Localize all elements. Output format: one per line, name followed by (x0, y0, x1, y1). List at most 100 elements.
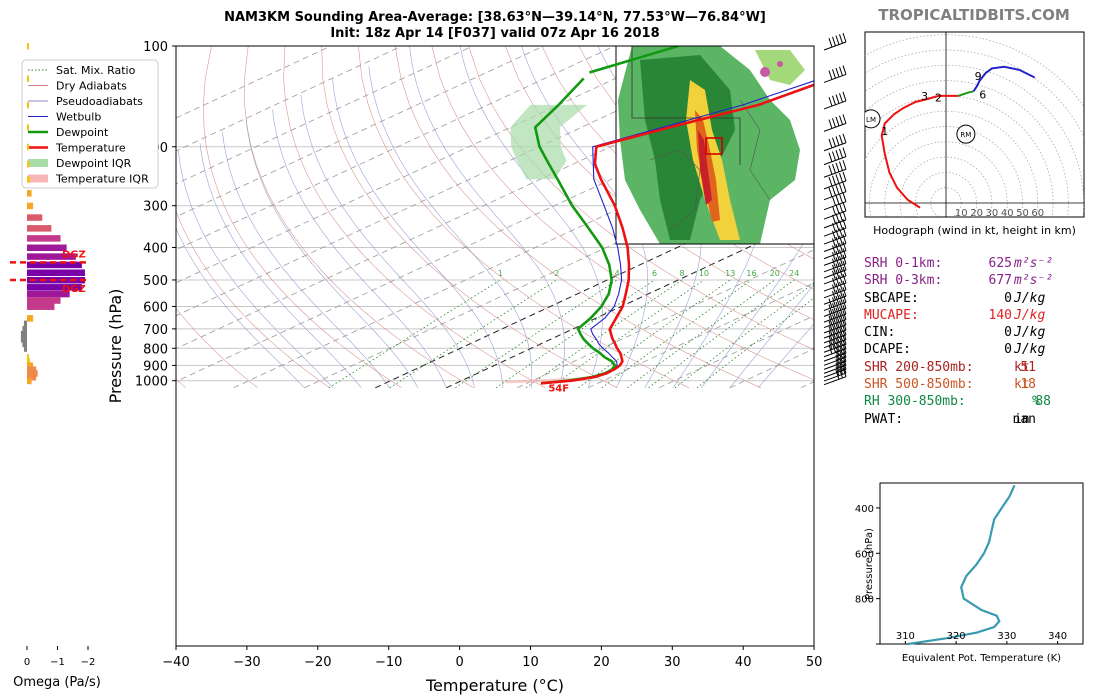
chart-subtitle: Init: 18z Apr 14 [F037] valid 07z Apr 16… (330, 26, 659, 41)
legend-label: Sat. Mix. Ratio (56, 64, 136, 77)
mixing-ratio-line (495, 279, 655, 389)
wind-barb-flag (842, 160, 847, 170)
temperature-tick-label: 20 (593, 655, 610, 670)
wind-barb-flag (842, 287, 847, 297)
wind-barb-flag (835, 362, 840, 373)
wind-barb-flag (832, 214, 836, 224)
index-value: 88 (1035, 394, 1051, 410)
wind-barbs (823, 32, 847, 386)
wind-barb-flag (842, 234, 847, 244)
skewt-profiles: 54F (533, 46, 814, 394)
pseudoadiabat (459, 46, 603, 388)
skewt-frame (175, 45, 815, 647)
legend-swatch (28, 174, 48, 183)
index-label: SHR 500-850mb: (864, 377, 974, 393)
omega-tick-label: 0 (24, 657, 30, 668)
wind-barb-flag (842, 147, 847, 157)
wind-barb-flag (842, 348, 847, 358)
index-unit: in (1014, 411, 1030, 427)
storm-motion-label: LM (866, 116, 876, 124)
wind-barb-flag (832, 314, 836, 324)
wind-barb-flag (839, 66, 843, 76)
wind-barb-flag (832, 36, 836, 47)
pseudoadiabat (199, 143, 362, 388)
pseudoadiabat (729, 284, 814, 388)
wind-barb-flag (828, 38, 833, 48)
mixing-ratio-label: 10 (699, 269, 709, 278)
index-value: nan (1012, 411, 1036, 427)
mixing-ratio-line (525, 279, 683, 389)
theta-e-y-label: Pressure (hPa) (864, 528, 875, 600)
index-value: 51 (1020, 359, 1036, 375)
index-row: SBCAPE: 0 J/kg (864, 291, 1084, 308)
wind-barb-flag (832, 205, 836, 216)
index-unit: m²s⁻² (1014, 273, 1054, 289)
wind-barb-flag (842, 226, 847, 237)
index-label: PWAT: (864, 411, 904, 427)
wind-barb-flag (828, 152, 833, 162)
wind-barb-flag (842, 133, 847, 143)
omega-bar (27, 284, 82, 291)
temperature-tick-label: 0 (455, 655, 463, 670)
wind-barb-flag (839, 357, 843, 367)
wind-barb-flag (832, 175, 836, 185)
wind-barb-flag (842, 363, 847, 374)
omega-panel: DGZ DGZ 0 −1 −2 Omega (Pa/s) (10, 43, 101, 690)
wind-barb-flag (839, 161, 843, 171)
temperature-tick-label: 40 (735, 655, 752, 670)
wind-barb-flag (832, 151, 836, 161)
wind-barb-flag (842, 343, 847, 354)
wind-barb-flag (832, 277, 836, 288)
wind-barb-flag (835, 213, 840, 223)
theta-e-x-tick-label: 320 (947, 631, 966, 642)
wind-barb-flag (835, 350, 840, 361)
wind-barb-flag (835, 313, 840, 323)
omega-bar (27, 143, 29, 151)
wind-barb-flag (832, 319, 836, 329)
theta-e-y-tick-label: 400 (855, 504, 874, 515)
wind-barb-flag (832, 137, 836, 147)
storm-motion-marker (865, 109, 881, 129)
hodograph-caption: Hodograph (wind in kt, height in km) (873, 224, 1076, 237)
legend-label: Temperature (55, 142, 126, 155)
inset-map (615, 45, 815, 245)
legend: Sat. Mix. Ratio Dry Adiabats Pseudoadiabat… (21, 59, 159, 189)
wind-barb-flag (828, 344, 833, 355)
omega-axis-label: Omega (Pa/s) (13, 675, 101, 690)
wind-barb-flag (828, 165, 833, 175)
omega-bar (22, 325, 27, 333)
wind-barb-flag (839, 349, 843, 359)
surface-temperature-label: 54F (548, 383, 569, 394)
wind-barb-flag (835, 323, 840, 333)
index-row: MUCAPE: 140 J/kg (864, 308, 1084, 325)
wind-barb-flag (832, 303, 836, 313)
wind-barb-flag (842, 280, 847, 290)
wind-barb-flag (839, 235, 843, 245)
hodograph-ring-label: 20 (970, 208, 983, 219)
theta-e-panel: 310 320 330 340 400 600 800 Equivalent Pot. Tem… (855, 482, 1084, 664)
index-row: CIN: 0 J/kg (864, 325, 1084, 342)
wind-barb-flag (839, 306, 843, 316)
wind-barb-flag (832, 270, 836, 281)
omega-bar (27, 269, 85, 277)
wind-barb-flag (835, 366, 840, 376)
index-unit: J/kg (1014, 307, 1046, 323)
omega-bar (27, 290, 70, 298)
dgz-bottom-label: DGZ (62, 284, 86, 295)
pressure-tick-label: 1000 (135, 375, 168, 390)
dry-adiabat (468, 46, 814, 351)
dry-adiabat (176, 210, 330, 389)
wind-barb-flag (832, 230, 836, 241)
wind-barb-flag (832, 291, 836, 301)
index-label: SHR 200-850mb: (864, 359, 974, 375)
wind-barb-flag (835, 307, 840, 317)
index-value: 18 (1020, 377, 1036, 393)
wind-barb-flag (842, 299, 847, 309)
pressure-tick-label: 700 (143, 323, 168, 338)
wind-barb-flag (828, 335, 833, 346)
wind-barb-flag (835, 337, 840, 348)
dewpoint-profile (533, 77, 617, 385)
index-row: SHR 200-850mb: 51 kt (864, 360, 1084, 377)
dry-adiabat (283, 46, 546, 389)
dewpoint-profile-upper (589, 46, 679, 74)
